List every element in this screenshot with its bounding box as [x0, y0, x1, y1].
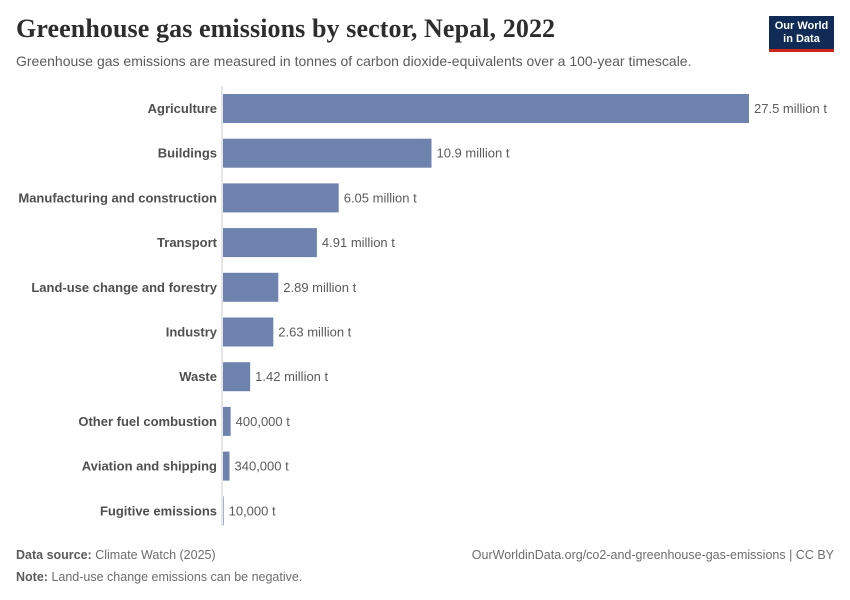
- value-label: 10.9 million t: [436, 146, 509, 161]
- category-label: Buildings: [158, 146, 217, 161]
- bar[interactable]: [223, 183, 339, 213]
- data-source: Data source: Climate Watch (2025): [16, 548, 216, 562]
- category-label: Land-use change and forestry: [31, 280, 217, 295]
- data-source-label: Data source:: [16, 548, 92, 562]
- category-label: Agriculture: [148, 101, 217, 116]
- value-label: 2.89 million t: [283, 280, 356, 295]
- logo-line-1: Our World: [774, 20, 829, 32]
- chart-title: Greenhouse gas emissions by sector, Nepa…: [16, 14, 556, 43]
- category-label: Fugitive emissions: [100, 503, 217, 518]
- bar[interactable]: [223, 138, 432, 168]
- bar-chart: Agriculture 27.5 million t Buildings 10.9 m…: [18, 86, 827, 526]
- logo-line-2: in Data: [783, 32, 820, 45]
- value-label: 340,000 t: [235, 459, 290, 474]
- bar[interactable]: [223, 496, 224, 526]
- bar[interactable]: [223, 272, 279, 302]
- value-label: 400,000 t: [236, 414, 291, 429]
- note-text: Land-use change emissions can be negativ…: [51, 570, 303, 584]
- bar[interactable]: [223, 94, 749, 123]
- chart-subtitle: Greenhouse gas emissions are measured in…: [16, 53, 692, 69]
- bar[interactable]: [223, 228, 317, 258]
- category-label: Transport: [157, 235, 218, 250]
- value-label: 27.5 million t: [754, 101, 827, 116]
- source-url-link[interactable]: OurWorldinData.org/co2-and-greenhouse-ga…: [471, 548, 834, 562]
- category-label: Other fuel combustion: [78, 414, 217, 429]
- owid-logo[interactable]: Our World in Data: [769, 16, 834, 52]
- bar[interactable]: [223, 451, 230, 481]
- value-label: 2.63 million t: [278, 325, 351, 340]
- value-label: 4.91 million t: [322, 235, 395, 250]
- value-label: 10,000 t: [229, 503, 276, 518]
- value-label: 6.05 million t: [344, 190, 417, 205]
- category-label: Aviation and shipping: [82, 459, 217, 474]
- category-label: Manufacturing and construction: [18, 190, 217, 205]
- bar[interactable]: [223, 317, 274, 347]
- chart-note: Note: Land-use change emissions can be n…: [16, 570, 302, 584]
- bar[interactable]: [223, 406, 231, 436]
- bar[interactable]: [223, 362, 251, 392]
- data-source-link[interactable]: Climate Watch (2025): [95, 548, 216, 562]
- category-label: Industry: [166, 325, 218, 340]
- value-label: 1.42 million t: [255, 369, 328, 384]
- category-label: Waste: [179, 369, 217, 384]
- note-label: Note:: [16, 570, 48, 584]
